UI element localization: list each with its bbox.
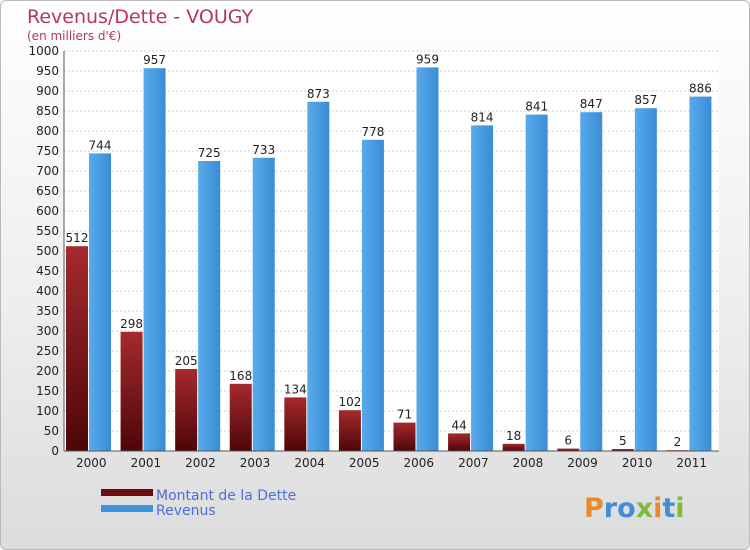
- bar-debt: [338, 410, 361, 451]
- y-tick-label: 0: [51, 444, 59, 458]
- y-tick-label: 350: [36, 304, 59, 318]
- value-label-debt: 512: [66, 231, 89, 245]
- y-tick-label: 900: [36, 84, 59, 98]
- bar-revenus: [525, 114, 548, 451]
- value-label-revenus: 873: [307, 87, 330, 101]
- value-label-debt: 71: [397, 408, 412, 422]
- y-tick-label: 700: [36, 164, 59, 178]
- y-tick-label: 500: [36, 244, 59, 258]
- value-label-revenus: 959: [416, 52, 439, 66]
- value-label-debt: 205: [175, 354, 198, 368]
- y-tick-label: 450: [36, 264, 59, 278]
- y-tick-label: 200: [36, 364, 59, 378]
- bar-revenus: [416, 67, 439, 452]
- y-tick-label: 950: [36, 64, 59, 78]
- y-tick-label: 750: [36, 144, 59, 158]
- y-tick-label: 250: [36, 344, 59, 358]
- chart-title: Revenus/Dette - VOUGY: [27, 6, 254, 28]
- legend-swatch-revenus: [101, 505, 153, 512]
- y-tick-label: 300: [36, 324, 59, 338]
- value-label-revenus: 744: [89, 138, 112, 152]
- value-label-revenus: 778: [361, 125, 384, 139]
- bar-revenus: [634, 108, 657, 451]
- legend: Montant de la Dette Revenus: [101, 488, 296, 519]
- x-tick-label: 2000: [76, 456, 107, 470]
- value-label-debt: 44: [451, 418, 466, 432]
- y-tick-label: 650: [36, 184, 59, 198]
- bars: 512 744 298 957 205 725 168 733 134 873 102 778 71 95…: [66, 52, 712, 452]
- legend-label-debt: Montant de la Dette: [156, 488, 296, 504]
- x-tick-label: 2004: [294, 456, 325, 470]
- grid: [64, 50, 719, 452]
- legend-label-revenus: Revenus: [156, 503, 216, 519]
- x-tick-label: 2007: [458, 456, 489, 470]
- y-tick-label: 800: [36, 124, 59, 138]
- x-tick-label: 2006: [404, 456, 435, 470]
- x-tick-label: 2003: [240, 456, 271, 470]
- x-tick-label: 2011: [676, 456, 707, 470]
- value-label-debt: 168: [229, 369, 252, 383]
- proxiti-logo: Proxiti: [584, 493, 685, 524]
- x-tick-label: 2002: [185, 456, 216, 470]
- bar-revenus: [307, 101, 330, 452]
- bar-revenus: [689, 96, 712, 451]
- bar-revenus: [89, 153, 111, 451]
- y-tick-label: 400: [36, 284, 59, 298]
- bar-debt: [284, 397, 307, 451]
- bar-debt: [448, 433, 471, 451]
- bar-revenus: [198, 161, 221, 451]
- bar-revenus: [580, 112, 603, 451]
- value-label-debt: 2: [674, 435, 682, 449]
- x-tick-label: 2001: [131, 456, 162, 470]
- value-label-debt: 6: [564, 434, 572, 448]
- value-label-debt: 134: [284, 382, 307, 396]
- value-label-revenus: 886: [689, 82, 712, 96]
- value-label-revenus: 841: [525, 100, 548, 114]
- logo-text: Proxiti: [584, 493, 685, 524]
- x-tick-label: 2008: [513, 456, 544, 470]
- legend-swatch-debt: [101, 489, 153, 496]
- value-label-debt: 102: [338, 395, 361, 409]
- bar-revenus: [252, 157, 275, 452]
- bar-debt: [502, 443, 525, 451]
- y-tick-label: 550: [36, 224, 59, 238]
- y-tick-label: 600: [36, 204, 59, 218]
- value-label-debt: 298: [120, 317, 143, 331]
- bar-debt: [120, 331, 143, 451]
- bar-debt: [393, 422, 416, 451]
- value-label-revenus: 733: [252, 143, 275, 157]
- x-tick-label: 2010: [622, 456, 653, 470]
- x-tick-label: 2009: [567, 456, 598, 470]
- bar-debt: [66, 246, 88, 451]
- value-label-revenus: 814: [471, 110, 494, 124]
- bar-debt: [611, 449, 634, 451]
- y-tick-label: 150: [36, 384, 59, 398]
- bar-debt: [229, 383, 252, 451]
- y-tick-label: 100: [36, 404, 59, 418]
- y-tick-label: 850: [36, 104, 59, 118]
- bar-revenus: [471, 125, 494, 452]
- value-label-revenus: 847: [580, 97, 603, 111]
- value-label-revenus: 857: [634, 93, 657, 107]
- value-label-debt: 5: [619, 434, 627, 448]
- chart-subtitle: (en milliers d'€): [27, 29, 121, 43]
- axes: 0 50 100 150 200 250 300 350 400 450 500 550 600 650 7…: [28, 44, 719, 470]
- y-tick-label: 1000: [28, 44, 59, 58]
- y-tick-label: 50: [44, 424, 59, 438]
- bar-debt: [175, 369, 198, 451]
- bar-revenus: [143, 68, 166, 451]
- x-tick-label: 2005: [349, 456, 380, 470]
- value-label-revenus: 725: [198, 146, 221, 160]
- bar-debt: [557, 448, 580, 451]
- value-label-debt: 18: [506, 429, 521, 443]
- value-label-revenus: 957: [143, 53, 166, 67]
- bar-revenus: [361, 139, 384, 452]
